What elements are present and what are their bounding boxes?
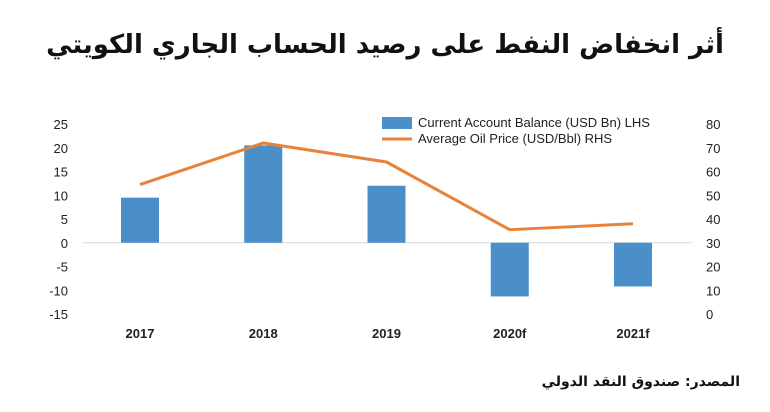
legend-line-label: Average Oil Price (USD/Bbl) RHS xyxy=(418,131,612,146)
left-tick-label: 10 xyxy=(54,188,68,203)
right-tick-label: 50 xyxy=(706,188,720,203)
right-tick-label: 30 xyxy=(706,236,720,251)
right-tick-label: 80 xyxy=(706,117,720,132)
left-tick-label: -5 xyxy=(56,260,68,275)
legend-bar-swatch xyxy=(382,117,412,129)
right-tick-label: 60 xyxy=(706,165,720,180)
bar-2020f xyxy=(490,242,529,297)
bar-2019 xyxy=(367,185,406,243)
left-tick-label: -15 xyxy=(49,307,68,322)
legend-bar-label: Current Account Balance (USD Bn) LHS xyxy=(418,115,650,130)
right-tick-label: 70 xyxy=(706,141,720,156)
bar-2021f xyxy=(614,242,652,287)
right-tick-label: 10 xyxy=(706,283,720,298)
right-tick-label: 20 xyxy=(706,260,720,275)
bar-2017 xyxy=(121,197,159,243)
left-tick-label: 15 xyxy=(54,165,68,180)
x-tick-label: 2020f xyxy=(493,326,527,341)
bar-2018 xyxy=(244,145,283,243)
right-tick-label: 0 xyxy=(706,307,713,322)
chart-title: أثر انخفاض النفط على رصيد الحساب الجاري … xyxy=(46,30,724,60)
left-tick-label: 0 xyxy=(61,236,68,251)
source-note: المصدر: صندوق النقد الدولي xyxy=(541,374,740,390)
left-tick-label: 20 xyxy=(54,141,68,156)
left-tick-label: 25 xyxy=(54,117,68,132)
left-tick-label: -10 xyxy=(49,283,68,298)
right-tick-label: 40 xyxy=(706,212,720,227)
oil-price-line xyxy=(139,141,634,232)
left-tick-label: 5 xyxy=(61,212,68,227)
x-tick-label: 2018 xyxy=(249,326,278,341)
x-tick-label: 2019 xyxy=(372,326,401,341)
x-tick-label: 2021f xyxy=(616,326,650,341)
x-tick-label: 2017 xyxy=(126,326,155,341)
